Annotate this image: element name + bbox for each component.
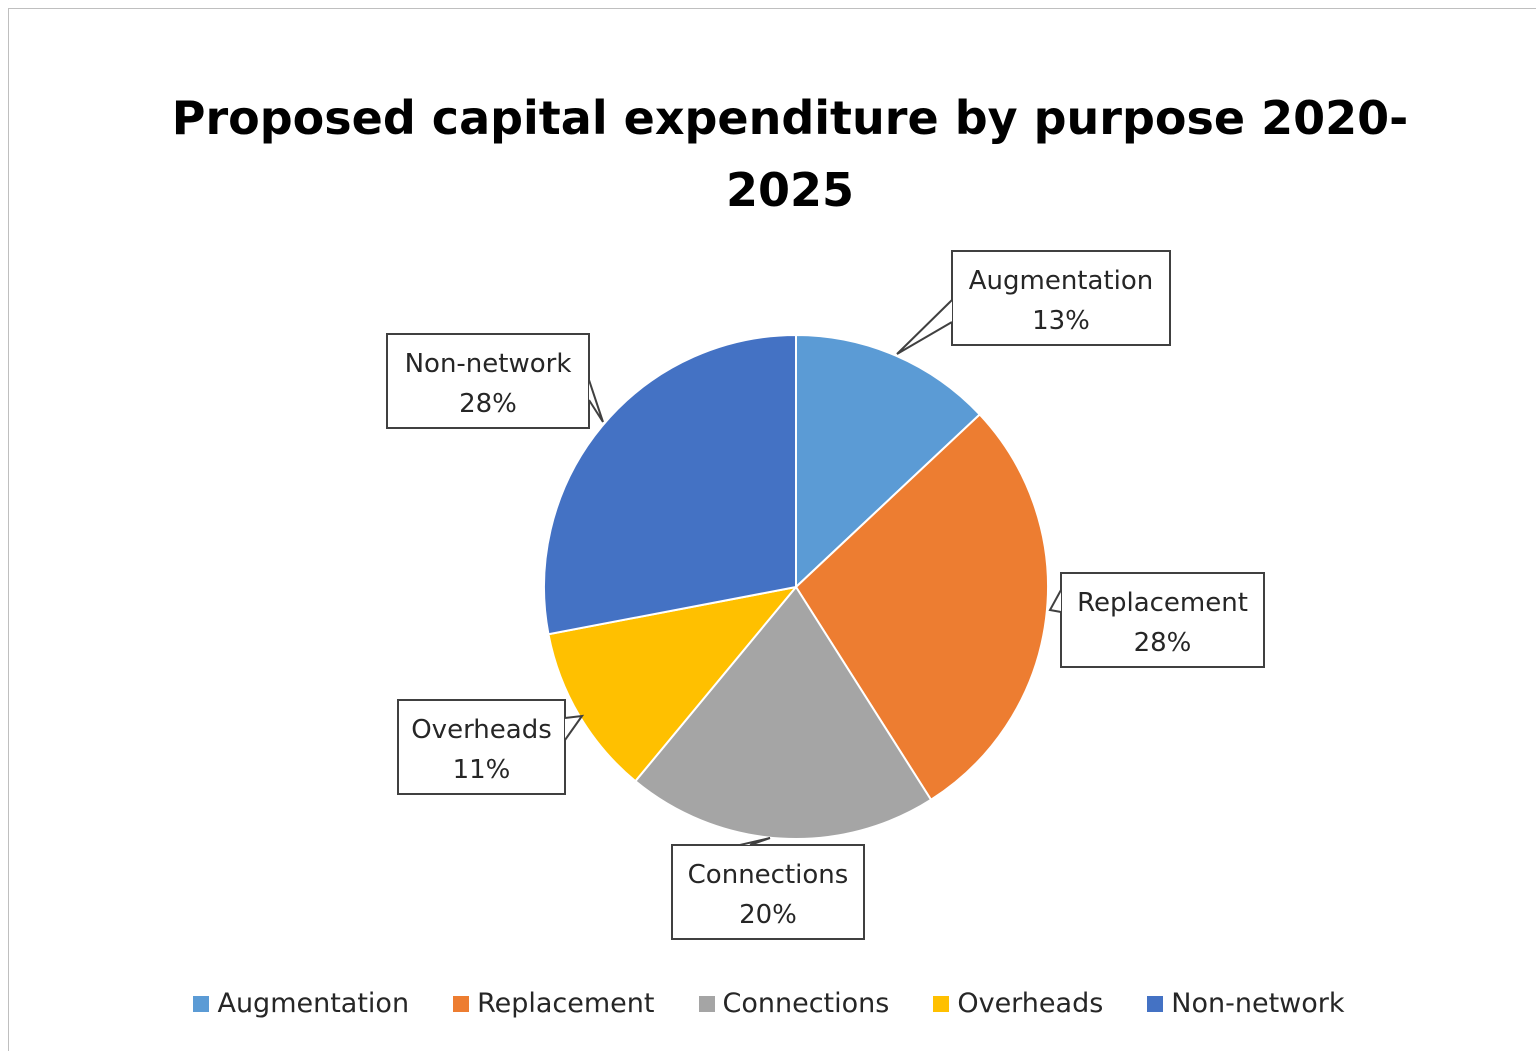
- legend-label: Connections: [722, 988, 890, 1019]
- data-label-connections: Connections 20%: [671, 837, 865, 940]
- data-label-percent: 20%: [739, 900, 797, 930]
- legend-item-connections: Connections: [698, 988, 890, 1019]
- data-label-category: Replacement: [1077, 588, 1248, 618]
- callout-box: [671, 844, 865, 940]
- legend-swatch: [933, 995, 950, 1012]
- callout-box: [1060, 572, 1265, 668]
- pie-slice-augmentation: [795, 333, 982, 590]
- data-label-category: Connections: [688, 860, 849, 890]
- callout-box: [397, 699, 566, 795]
- pie-slice-replacement: [794, 413, 1049, 802]
- callout-pointer: [739, 837, 771, 846]
- pie-slice-non-network: [543, 333, 797, 636]
- legend-label: Replacement: [477, 988, 655, 1019]
- data-label-augmentation: Augmentation 13%: [896, 250, 1171, 355]
- legend-item-overheads: Overheads: [933, 988, 1103, 1019]
- data-label-percent: 28%: [1134, 628, 1192, 658]
- data-label-non-network: Non-network 28%: [386, 333, 604, 429]
- callout-pointer: [896, 299, 953, 355]
- pie-slice-connections: [633, 585, 933, 840]
- data-label-replacement: Replacement 28%: [1048, 572, 1265, 668]
- data-label-percent: 11%: [453, 755, 511, 785]
- chart-title: Proposed capital expenditure by purpose …: [140, 82, 1440, 226]
- callout-pointer: [1048, 589, 1062, 613]
- legend-item-replacement: Replacement: [453, 988, 655, 1019]
- callout-pointer: [564, 714, 585, 741]
- data-label-category: Non-network: [405, 349, 572, 379]
- legend-swatch: [1147, 995, 1164, 1012]
- chart-title-line-1: Proposed capital expenditure by purpose …: [171, 91, 1409, 145]
- data-label-overheads: Overheads 11%: [397, 699, 585, 795]
- legend-item-non-network: Non-network: [1147, 988, 1345, 1019]
- legend-swatch: [453, 995, 470, 1012]
- callout-box: [386, 333, 590, 429]
- legend-swatch: [193, 995, 210, 1012]
- chart-title-line-2: 2025: [725, 163, 855, 217]
- legend-swatch: [698, 995, 715, 1012]
- callout-box: [951, 250, 1171, 346]
- data-label-percent: 13%: [1032, 306, 1090, 336]
- legend-label: Augmentation: [217, 988, 410, 1019]
- data-label-percent: 28%: [459, 389, 517, 419]
- data-label-category: Augmentation: [969, 266, 1154, 296]
- legend-label: Overheads: [957, 988, 1104, 1019]
- chart-legend: Augmentation Replacement Connections Overhe…: [0, 988, 1538, 1019]
- data-label-category: Overheads: [411, 715, 552, 745]
- legend-label: Non-network: [1171, 988, 1345, 1019]
- callout-pointer: [588, 379, 604, 423]
- legend-item-augmentation: Augmentation: [193, 988, 409, 1019]
- pie-slice-overheads: [547, 585, 799, 783]
